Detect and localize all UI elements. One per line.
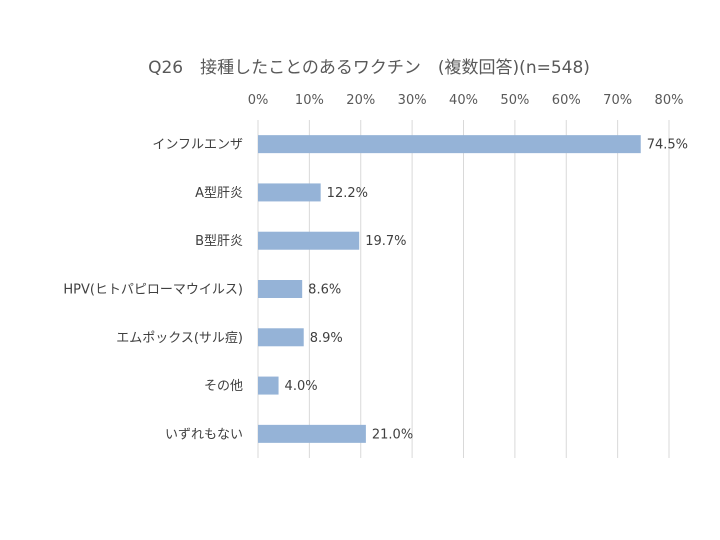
bar <box>258 183 321 202</box>
data-label: 21.0% <box>372 427 413 442</box>
category-label: エムポックス(サル痘) <box>116 331 243 346</box>
x-tick-label: 20% <box>346 93 375 108</box>
x-tick-label: 60% <box>552 93 581 108</box>
bar <box>258 135 641 154</box>
category-label: A型肝炎 <box>195 186 243 201</box>
data-label: 19.7% <box>365 234 406 249</box>
x-tick-label: 40% <box>449 93 478 108</box>
data-label: 4.0% <box>285 379 318 394</box>
category-label: B型肝炎 <box>195 234 243 249</box>
data-label: 8.6% <box>308 283 341 298</box>
x-tick-label: 10% <box>295 93 324 108</box>
x-tick-label: 0% <box>248 93 269 108</box>
bar <box>258 424 366 443</box>
bar <box>258 376 279 395</box>
bar <box>258 231 360 250</box>
chart-title: Q26 接種したことのあるワクチン (複数回答)(n=548) <box>148 58 590 78</box>
bar <box>258 328 304 347</box>
data-label: 8.9% <box>310 331 343 346</box>
x-tick-label: 70% <box>603 93 632 108</box>
data-label: 12.2% <box>327 186 368 201</box>
category-label: いずれもない <box>165 427 243 442</box>
data-label: 74.5% <box>647 138 688 153</box>
category-label: HPV(ヒトパピローマウイルス) <box>63 283 243 298</box>
x-tick-label: 50% <box>500 93 529 108</box>
x-tick-label: 30% <box>398 93 427 108</box>
category-label: その他 <box>204 379 243 394</box>
x-tick-label: 80% <box>655 93 684 108</box>
category-label: インフルエンザ <box>152 138 243 153</box>
bar <box>258 280 303 298</box>
